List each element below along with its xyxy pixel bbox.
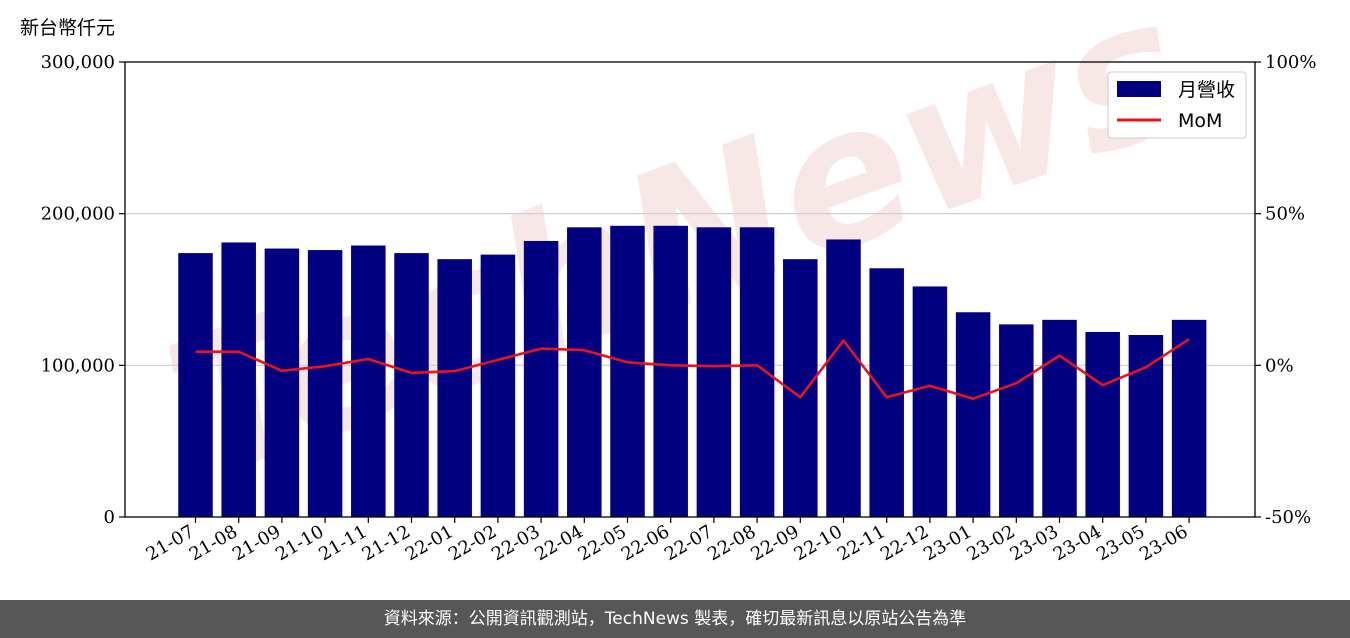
x-tick-label-22-10: 22-10 xyxy=(791,521,846,565)
y-unit-label: 新台幣仟元 xyxy=(20,17,115,39)
x-tick-label-22-09: 22-09 xyxy=(747,521,802,565)
bar-22-06 xyxy=(653,225,688,518)
bar-22-04 xyxy=(567,227,602,518)
bar-22-10 xyxy=(826,239,861,517)
bar-23-01 xyxy=(955,312,991,517)
x-tick-label-23-06: 23-06 xyxy=(1136,521,1191,565)
legend-label-mom: MoM xyxy=(1178,110,1222,132)
bars xyxy=(178,225,1207,518)
x-tick-label-22-05: 22-05 xyxy=(575,521,630,565)
x-tick-label-22-02: 22-02 xyxy=(445,521,500,565)
bar-23-06 xyxy=(1171,319,1207,517)
x-tick-label-21-08: 21-08 xyxy=(186,521,241,565)
bar-21-10 xyxy=(307,250,343,518)
x-tick-label-22-12: 22-12 xyxy=(877,521,932,565)
bar-23-03 xyxy=(1042,319,1077,517)
x-tick-label-23-03: 23-03 xyxy=(1007,521,1062,565)
plot-frame xyxy=(124,61,1256,518)
left-tick-label: 300,000 xyxy=(41,52,115,73)
x-tick-label-23-01: 23-01 xyxy=(920,521,975,565)
bar-23-04 xyxy=(1085,331,1120,517)
left-tick-label: 100,000 xyxy=(41,355,115,376)
bar-22-12 xyxy=(912,286,948,517)
bar-22-07 xyxy=(696,227,732,518)
x-tick-label-23-04: 23-04 xyxy=(1050,521,1105,565)
bar-22-08 xyxy=(739,227,775,518)
bar-21-11 xyxy=(351,245,386,517)
legend: 月營收 MoM xyxy=(1107,71,1247,139)
legend-label-revenue: 月營收 xyxy=(1178,79,1235,101)
x-axis: 21-0721-0821-0921-1021-1121-1222-0122-02… xyxy=(143,517,1192,565)
x-tick-label-21-07: 21-07 xyxy=(143,521,198,565)
source-footer: 資料來源：公開資訊觀測站，TechNews 製表，確切最新訊息以原站公告為準 xyxy=(0,600,1350,638)
bar-22-05 xyxy=(610,225,645,518)
x-tick-label-21-12: 21-12 xyxy=(359,521,414,565)
x-tick-label-22-04: 22-04 xyxy=(531,521,586,565)
x-tick-label-21-10: 21-10 xyxy=(272,521,327,565)
bar-23-02 xyxy=(999,324,1034,517)
x-tick-label-22-03: 22-03 xyxy=(488,521,543,565)
bar-21-09 xyxy=(264,248,300,518)
bar-21-08 xyxy=(221,242,256,517)
x-tick-label-22-07: 22-07 xyxy=(661,521,716,565)
right-tick-label: 0% xyxy=(1265,355,1294,376)
x-tick-label-22-01: 22-01 xyxy=(402,521,457,565)
left-tick-label: 200,000 xyxy=(41,204,115,225)
legend-swatch-revenue xyxy=(1117,81,1161,97)
x-tick-label-21-09: 21-09 xyxy=(229,521,284,565)
x-tick-label-22-06: 22-06 xyxy=(618,521,673,565)
x-tick-label-23-02: 23-02 xyxy=(963,521,1018,565)
x-tick-label-22-08: 22-08 xyxy=(704,521,759,565)
right-tick-label: 50% xyxy=(1265,204,1305,225)
bar-22-01 xyxy=(437,259,472,517)
y-axis-left: 0 100,000 200,000 300,000 xyxy=(41,52,125,528)
right-tick-label: 100% xyxy=(1265,52,1316,73)
right-tick-label: -50% xyxy=(1265,507,1311,528)
x-tick-label-22-11: 22-11 xyxy=(834,521,889,565)
bar-21-12 xyxy=(394,253,429,517)
x-tick-label-21-11: 21-11 xyxy=(315,521,370,565)
bar-22-03 xyxy=(523,240,559,517)
mom-line xyxy=(195,338,1190,401)
bar-21-07 xyxy=(178,253,213,517)
bar-23-05 xyxy=(1128,335,1164,517)
x-tick-label-23-05: 23-05 xyxy=(1093,521,1148,565)
bar-22-11 xyxy=(869,268,904,517)
mom-line-series xyxy=(195,338,1190,401)
left-tick-label: 0 xyxy=(104,507,115,528)
bar-22-02 xyxy=(480,254,516,517)
y-axis-right: -50% 0% 50% 100% xyxy=(1255,52,1316,528)
